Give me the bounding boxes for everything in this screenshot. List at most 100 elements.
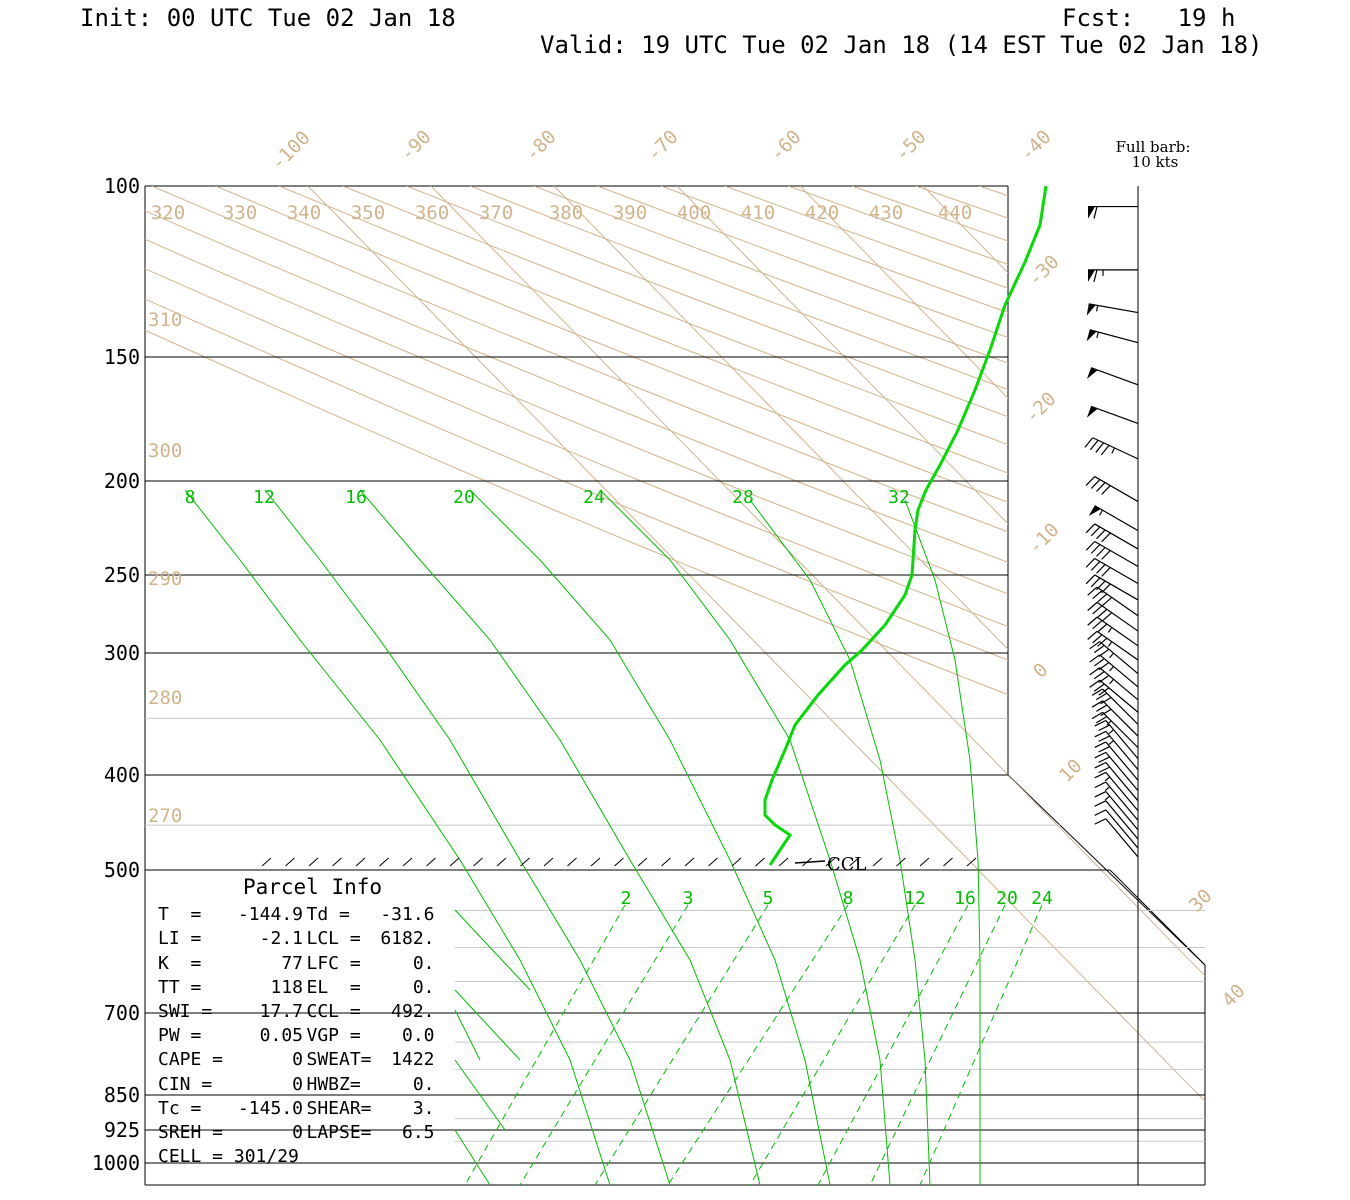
parcel-param-name: LI = [158,928,202,950]
wind-barb [1086,329,1139,344]
wind-barb [1088,269,1138,283]
parcel-param-value: 0 [292,1073,303,1095]
moist-adiabat-label: 12 [253,487,275,508]
pressure-tick-label: 150 [104,345,140,369]
wind-barb [1087,601,1139,632]
wind-barb [1091,688,1139,725]
theta-label: 340 [287,202,321,224]
hatch-mark [449,857,460,867]
wind-barb [1094,771,1139,812]
hatch-mark [684,857,695,867]
dry-adiabat-line [661,186,1205,1185]
temperature-profile-line [763,185,1048,866]
parcel-param-value: -145.0 [237,1097,303,1119]
isotherm-line [430,186,1205,1185]
hatch-mark [355,857,366,867]
isotherm-line [1292,186,1350,1184]
parcel-info-box: Parcel Info T = -144.9 Td = -31.6 LI = -2.1 LC… [150,875,455,1169]
temperature-profile [763,185,1048,866]
wind-barb [1094,809,1139,849]
moist-adiabat-line [454,1129,491,1185]
theta-label: 290 [148,568,182,590]
wind-barb [1088,505,1139,532]
isotherm-label: -60 [766,126,806,166]
moist-adiabat-line [184,489,611,1185]
mixing-ratio-line [919,904,1043,1185]
parcel-param-name: SHEAR= [306,1097,372,1119]
parcel-info-title: Parcel Info [242,875,383,899]
mixing-ratio-label: 8 [843,888,854,909]
init-time-text: Init: 00 UTC Tue 02 Jan 18 [80,4,456,32]
theta-label: 310 [148,309,182,331]
hatch-mark [520,857,530,867]
wind-barb [1094,751,1139,792]
parcel-param-name: HWBZ= [306,1073,361,1095]
parcel-param-name: SWI = [158,1001,213,1023]
isotherm-line [553,186,1205,1185]
parcel-info-row: Tc = -145.0 SHEAR= 3. [150,1097,455,1121]
wind-barbs [1084,186,1139,1185]
isobars [145,356,1205,1164]
theta-label: 410 [741,202,775,224]
dry-adiabat-line [145,186,1205,1185]
moist-adiabat-label: 16 [345,487,367,508]
isotherm-line [1168,186,1205,1185]
parcel-param-value: -144.9 [237,904,303,926]
mixing-ratio-line [464,904,626,1185]
theta-label: 350 [351,202,385,224]
mixing-ratio-line [667,904,849,1185]
valid-time-text: Valid: 19 UTC Tue 02 Jan 18 (14 EST Tue … [540,31,1263,59]
wind-barb [1084,437,1139,460]
parcel-param-name: LFC = [306,952,361,974]
hatch-mark [755,857,765,867]
moist-adiabat-line [904,499,981,1185]
hatch-mark [919,857,930,867]
isotherm-label: -40 [1016,126,1056,166]
parcel-param-value: 0.05 [259,1025,303,1047]
pressure-tick-label: 200 [104,469,140,493]
parcel-param-name: SWEAT= [306,1049,372,1071]
parcel-param-value: 0 [292,1049,303,1071]
parcel-param-value: 0. [412,952,435,974]
hatch-mark [426,857,436,867]
parcel-param-name: K = [158,952,202,974]
ccl-label: CCL [827,854,867,875]
wind-barb [1089,654,1139,688]
parcel-param-name: CAPE = [158,1049,224,1071]
moist-adiabat-label: 28 [732,487,754,508]
hatch-mark [872,857,883,867]
isotherm-label: 30 [1185,885,1217,917]
dry-adiabat-line [533,186,1205,1185]
mixing-ratio-label: 24 [1031,888,1053,909]
hatch-mark [943,857,953,867]
parcel-info-row: SREH = 0 LAPSE= 6.5 [150,1121,455,1145]
theta-label: 380 [549,202,583,224]
hatch-mark [637,857,648,867]
parcel-param-value: 0 [292,1122,303,1144]
parcel-param-name: Tc = [158,1097,202,1119]
theta-label: 390 [613,202,647,224]
wind-barb [1085,540,1139,568]
moist-adiabat-line [749,499,931,1185]
parcel-param-value: 17.7 [259,1001,303,1023]
pressure-tick-label: 1000 [92,1151,140,1175]
dry-adiabat-line [145,186,1205,1185]
isotherm-label: 40 [1218,980,1250,1012]
isotherm-line [676,186,1205,1185]
wind-barb [1087,586,1139,617]
hatch-mark [473,857,483,867]
wind-barb [1087,630,1139,661]
wind-barb [1091,700,1139,737]
theta-label: 400 [677,202,711,224]
hatch-mark [567,857,577,867]
wind-barb [1085,523,1139,550]
wind-barb [1094,761,1139,802]
wind-barb [1087,616,1139,647]
isotherm-line [307,186,1205,1185]
parcel-info-row: TT = 118 EL = 0. [150,976,455,1000]
mixing-ratio-label: 16 [954,888,976,909]
mixing-ratio-line [519,904,689,1185]
parcel-param-value: 0. [412,976,435,998]
moist-adiabat-label: 8 [185,487,196,508]
